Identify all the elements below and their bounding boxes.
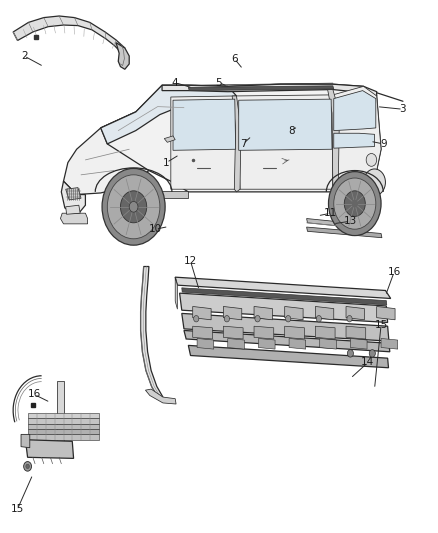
Circle shape [316,316,321,322]
Circle shape [26,464,29,469]
Polygon shape [197,338,214,349]
Text: 7: 7 [240,139,247,149]
Text: 8: 8 [288,126,295,135]
Polygon shape [188,345,389,368]
Polygon shape [164,136,175,142]
Polygon shape [28,424,99,429]
Text: 16: 16 [28,390,41,399]
Circle shape [107,175,160,239]
Circle shape [194,316,199,322]
Circle shape [224,316,230,322]
Polygon shape [162,84,377,96]
Polygon shape [116,43,129,69]
Polygon shape [334,133,374,148]
Text: 10: 10 [149,224,162,234]
Polygon shape [381,338,398,349]
Circle shape [102,168,165,245]
Polygon shape [28,418,99,424]
Text: 16: 16 [388,267,401,277]
Text: 3: 3 [399,104,406,114]
Polygon shape [60,213,88,224]
Polygon shape [141,266,163,397]
Text: 9: 9 [380,139,387,149]
Polygon shape [228,338,244,349]
Polygon shape [182,313,389,341]
Circle shape [120,191,147,223]
Polygon shape [285,306,303,320]
Text: 6: 6 [231,54,238,63]
Polygon shape [307,219,360,228]
Text: 4: 4 [172,78,179,87]
Polygon shape [101,85,237,144]
Polygon shape [61,181,85,213]
Circle shape [286,316,291,322]
Polygon shape [184,330,390,352]
Text: 5: 5 [215,78,223,87]
Circle shape [347,316,352,322]
Polygon shape [101,84,381,192]
Circle shape [369,350,375,357]
Polygon shape [320,338,336,349]
Polygon shape [237,95,333,189]
Text: 12: 12 [184,256,197,266]
Polygon shape [64,112,169,195]
Polygon shape [28,429,99,434]
Polygon shape [315,306,334,320]
Polygon shape [28,413,99,418]
Polygon shape [13,16,125,53]
Polygon shape [173,99,236,150]
Text: 11: 11 [324,208,337,218]
Polygon shape [21,434,30,448]
Text: 15: 15 [374,320,388,330]
Polygon shape [66,205,80,214]
Polygon shape [328,90,339,192]
Text: 1: 1 [163,158,170,167]
Polygon shape [182,288,387,305]
Polygon shape [136,191,188,198]
Polygon shape [289,338,306,349]
Polygon shape [175,277,177,309]
Text: 14: 14 [361,358,374,367]
Circle shape [344,191,365,216]
Polygon shape [315,326,335,339]
Polygon shape [346,326,366,339]
Circle shape [366,154,377,166]
Text: 13: 13 [344,216,357,226]
Polygon shape [254,306,272,320]
Polygon shape [239,99,332,150]
Polygon shape [193,326,212,339]
Polygon shape [145,389,176,404]
Polygon shape [254,326,274,339]
Polygon shape [193,306,211,320]
Polygon shape [232,96,241,192]
Polygon shape [175,277,391,298]
Polygon shape [57,381,64,442]
Polygon shape [223,306,242,320]
Text: 2: 2 [21,51,28,61]
Text: 15: 15 [11,504,24,514]
Circle shape [334,178,376,229]
Polygon shape [334,91,376,131]
Polygon shape [66,188,81,200]
Circle shape [255,316,260,322]
Polygon shape [180,293,388,322]
Polygon shape [223,326,243,339]
Polygon shape [350,338,367,349]
Polygon shape [171,96,240,189]
Polygon shape [307,227,382,238]
Polygon shape [377,306,395,320]
Polygon shape [285,326,304,339]
Polygon shape [28,434,99,440]
Polygon shape [346,306,364,320]
Circle shape [328,172,381,236]
Circle shape [129,201,138,212]
Circle shape [347,350,353,357]
Polygon shape [188,86,334,91]
Polygon shape [258,338,275,349]
Circle shape [24,462,32,471]
Polygon shape [333,86,381,192]
Polygon shape [25,440,74,458]
Circle shape [364,169,385,196]
